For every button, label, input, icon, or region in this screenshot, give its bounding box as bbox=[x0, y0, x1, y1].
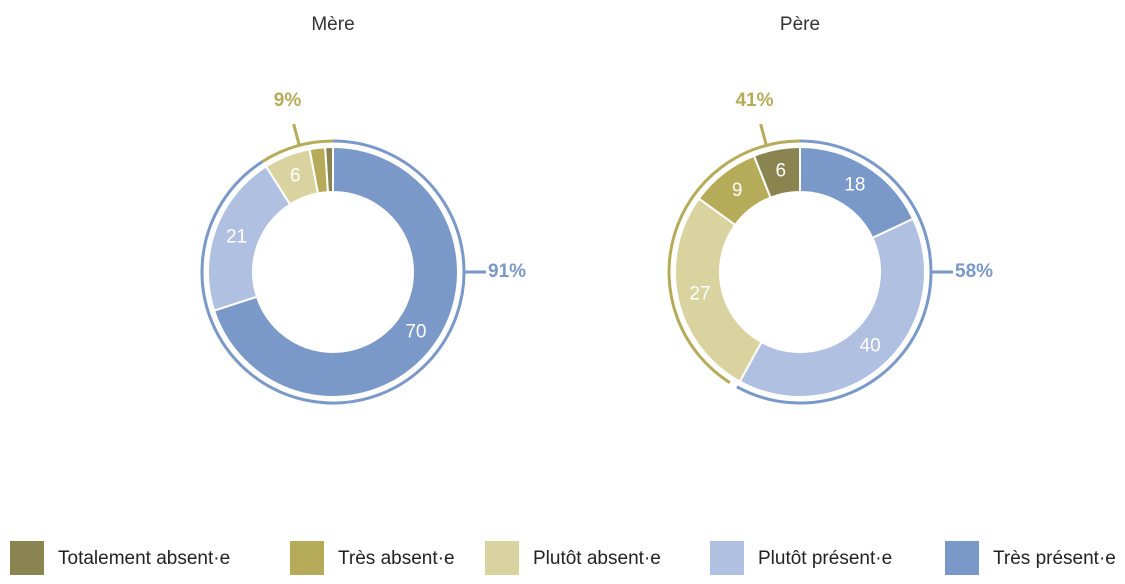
present-arc bbox=[736, 139, 933, 405]
slice bbox=[674, 197, 763, 383]
slice bbox=[212, 145, 459, 398]
slice bbox=[738, 217, 926, 398]
slice-label: 6 bbox=[290, 166, 301, 187]
slice-label: 6 bbox=[776, 160, 787, 181]
slice-label: 21 bbox=[226, 226, 247, 247]
chart-title: Père bbox=[780, 14, 820, 35]
legend-swatch bbox=[945, 541, 979, 575]
absent-arc bbox=[262, 139, 334, 163]
legend-label: Très présent·e bbox=[993, 548, 1116, 569]
slice bbox=[207, 165, 292, 312]
legend-label: Très absent·e bbox=[338, 548, 455, 569]
slice-label: 40 bbox=[860, 336, 881, 357]
legend-swatch bbox=[710, 541, 744, 575]
legend-swatch bbox=[485, 541, 519, 575]
slice-label: 18 bbox=[844, 174, 865, 195]
present-label: 91% bbox=[488, 261, 526, 282]
legend-label: Plutôt absent·e bbox=[533, 548, 661, 569]
legend-label: Totalement absent·e bbox=[58, 548, 230, 569]
slice-label: 27 bbox=[689, 283, 710, 304]
absent-label: 9% bbox=[274, 90, 302, 111]
legend-swatch bbox=[290, 541, 324, 575]
slice bbox=[324, 145, 334, 194]
legend-swatch bbox=[10, 541, 44, 575]
slice bbox=[752, 145, 801, 199]
absent-label: 41% bbox=[735, 90, 773, 111]
chart-title: Mère bbox=[311, 14, 354, 35]
present-arc bbox=[200, 139, 466, 405]
slice-label: 9 bbox=[732, 180, 743, 201]
slice-label: 70 bbox=[405, 321, 426, 342]
absent-arc bbox=[667, 139, 801, 384]
present-label: 58% bbox=[955, 261, 993, 282]
leader bbox=[759, 123, 768, 146]
leader bbox=[292, 123, 301, 146]
legend-label: Plutôt présent·e bbox=[758, 548, 892, 569]
